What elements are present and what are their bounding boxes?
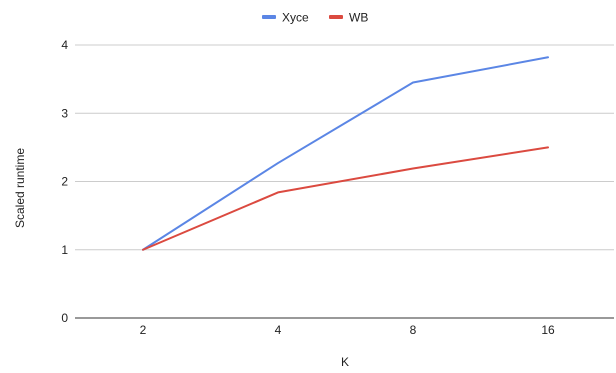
legend-swatch-wb [329,15,343,19]
series-lines [143,57,548,250]
y-tick-label-4: 4 [61,38,68,52]
x-axis-ticks: 2 4 8 16 [140,323,555,337]
series-line-xyce [143,57,548,249]
legend-swatch-xyce [262,15,276,19]
y-axis-title: Scaled runtime [13,148,27,228]
x-tick-label-16: 16 [541,323,555,337]
x-axis-title: K [341,355,349,368]
y-axis-ticks: 0 1 2 3 4 [61,38,68,325]
y-tick-label-3: 3 [61,106,68,120]
legend: Xyce WB [262,11,368,25]
y-tick-label-1: 1 [61,243,68,257]
x-tick-label-8: 8 [410,323,417,337]
series-line-wb [143,147,548,249]
y-tick-label-0: 0 [61,311,68,325]
y-tick-label-2: 2 [61,175,68,189]
x-tick-label-4: 4 [275,323,282,337]
x-tick-label-2: 2 [140,323,147,337]
legend-label-wb: WB [349,11,368,25]
legend-label-xyce: Xyce [282,11,309,25]
